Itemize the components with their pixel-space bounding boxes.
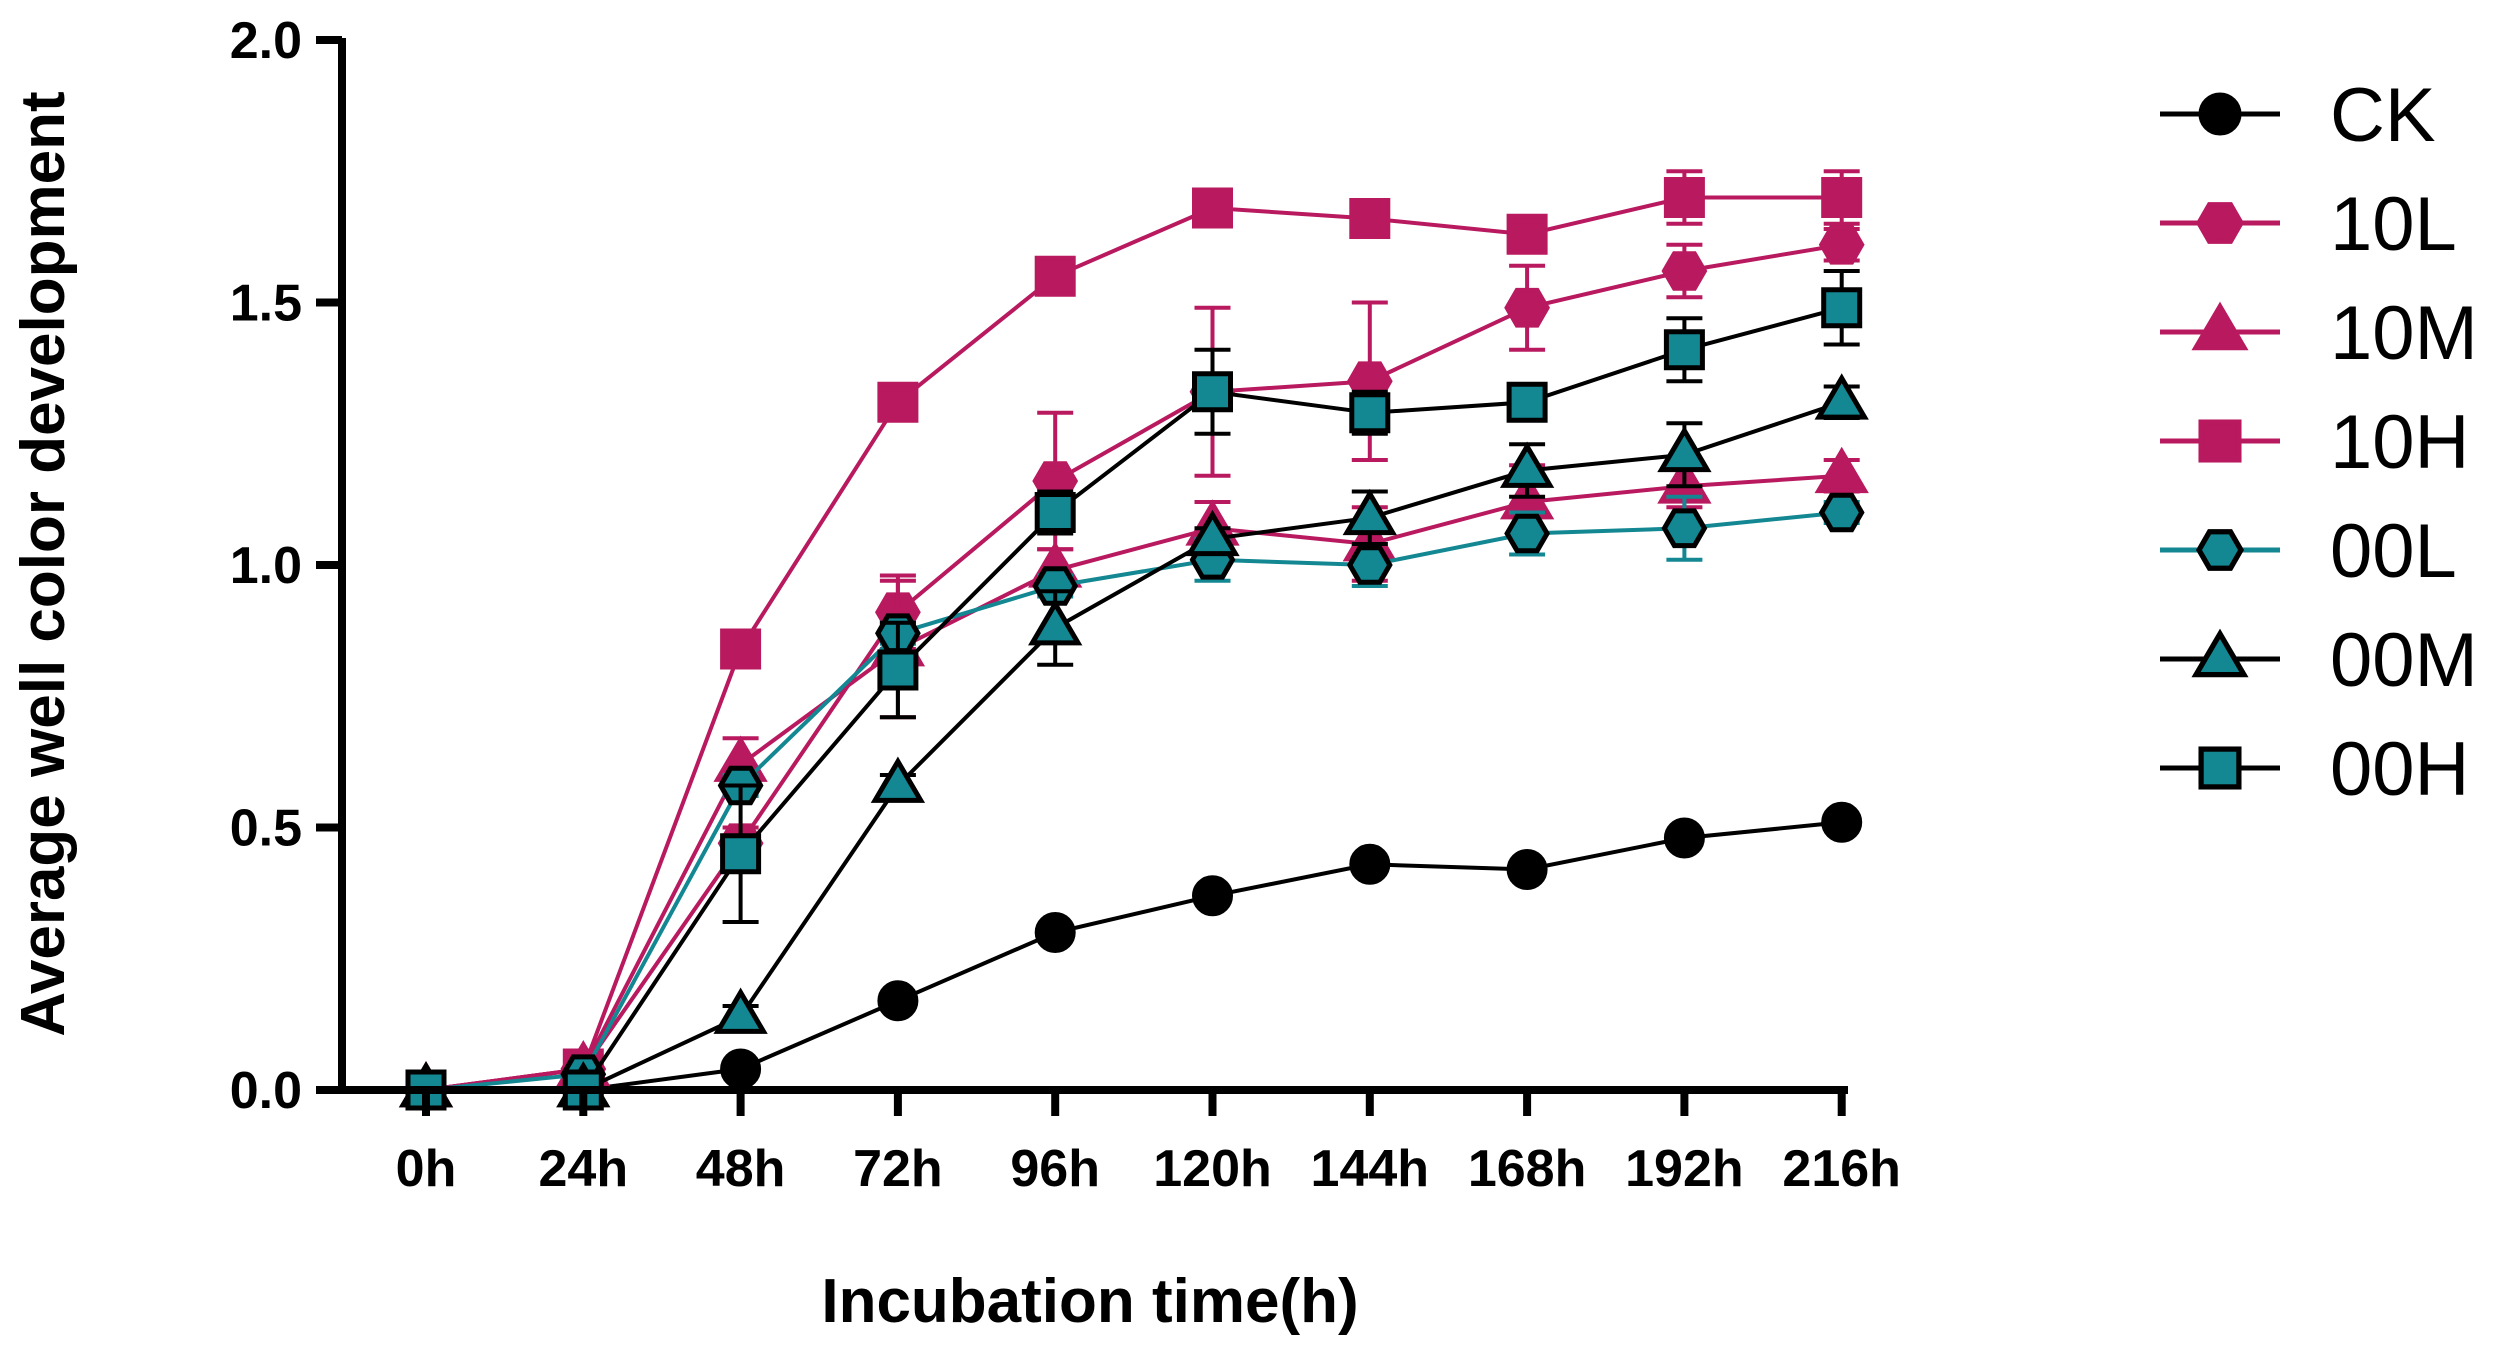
legend-item-10M: 10M: [2160, 291, 2478, 376]
data-point: [720, 1048, 762, 1090]
data-point: [1821, 287, 1863, 329]
legend-item-10H: 10H: [2160, 400, 2469, 485]
legend-label: 00L: [2330, 509, 2457, 594]
legend-item-00H: 00H: [2160, 727, 2469, 812]
x-tick-label: 168h: [1468, 1140, 1587, 1198]
legend-item-CK: CK: [2160, 73, 2436, 158]
data-point: [1349, 198, 1391, 239]
series-line: [425, 510, 1842, 1092]
data-point: [1346, 545, 1393, 585]
series-line: [426, 820, 1842, 1092]
data-point: [1506, 381, 1548, 423]
x-ticks: 0h 24h 48h 72h 96h 120h 144h 168h 192h 216h: [396, 1090, 1901, 1198]
data-point: [1818, 224, 1865, 265]
data-point: [1821, 177, 1863, 218]
x-tick-label: 216h: [1782, 1140, 1901, 1198]
y-ticks: 0.0 0.5 1.0 1.5 2.0: [230, 12, 342, 1120]
data-point: [877, 649, 919, 691]
legend-item-00M: 00M: [2160, 618, 2478, 703]
x-tick-label: 0h: [396, 1140, 457, 1198]
data-point: [720, 833, 762, 875]
legend-marker: [2198, 746, 2242, 790]
legend-label: 00H: [2330, 727, 2469, 812]
data-point: [1663, 329, 1705, 371]
data-point: [1657, 425, 1712, 473]
y-tick-label: 0.0: [230, 1062, 302, 1120]
series-line: [425, 242, 1843, 1092]
legend-label: 10L: [2330, 182, 2457, 267]
data-point: [1185, 509, 1240, 557]
data-point: [1663, 177, 1705, 218]
data-point: [1506, 213, 1548, 255]
data-point: [1034, 912, 1076, 953]
legend-label: CK: [2330, 73, 2436, 158]
y-tick-label: 1.0: [230, 537, 302, 595]
x-tick-label: 120h: [1153, 1140, 1272, 1198]
legend-item-10L: 10L: [2160, 182, 2457, 267]
series-10L: [403, 224, 1865, 1110]
y-axis-title: Average well color development: [9, 91, 78, 1036]
y-tick-label: 1.5: [230, 275, 302, 333]
legend-label: 10M: [2330, 291, 2478, 376]
legend-marker: [2195, 202, 2245, 244]
data-point: [1034, 255, 1076, 297]
legend-marker: [2198, 92, 2242, 136]
x-tick-label: 48h: [696, 1140, 786, 1198]
legend-label: 10H: [2330, 400, 2469, 485]
series-line: [425, 473, 1842, 1092]
series-line: [425, 195, 1842, 1092]
data-point: [1506, 849, 1548, 890]
data-point: [877, 980, 919, 1022]
legend-marker: [2195, 529, 2245, 571]
x-tick-label: 192h: [1625, 1140, 1744, 1198]
data-point: [1661, 251, 1708, 291]
series-line: [426, 400, 1843, 1092]
data-point: [1814, 373, 1869, 420]
legend-marker: [2191, 301, 2249, 351]
data-point: [1034, 492, 1076, 533]
x-tick-label: 144h: [1311, 1140, 1430, 1198]
x-axis-title: Incubation time(h): [821, 1267, 1358, 1336]
data-point: [1349, 392, 1391, 434]
series-CK: [405, 801, 1863, 1111]
legend-item-00L: 00L: [2160, 509, 2457, 594]
series-00H: [405, 269, 1863, 1111]
data-point: [1499, 441, 1555, 488]
data-point: [713, 987, 768, 1034]
legend-marker: [2198, 419, 2242, 463]
data-point: [1192, 371, 1233, 413]
data-point: [1192, 187, 1233, 229]
legend-label: 00M: [2330, 618, 2478, 703]
x-tick-label: 96h: [1010, 1140, 1100, 1198]
data-point: [870, 756, 926, 803]
series-10M: [398, 446, 1869, 1108]
data-point: [1032, 566, 1079, 606]
legend-marker: [2191, 628, 2249, 678]
data-point: [1342, 488, 1397, 536]
data-point: [1192, 875, 1233, 917]
data-point: [1028, 599, 1083, 646]
series-layer: [398, 169, 1869, 1111]
data-point: [1663, 817, 1705, 859]
series-00L: [403, 492, 1865, 1110]
x-tick-label: 72h: [853, 1140, 943, 1198]
data-point: [1661, 508, 1708, 549]
data-point: [720, 628, 762, 670]
series-line: [426, 305, 1843, 1092]
data-point: [1504, 513, 1550, 554]
data-point: [1818, 492, 1865, 533]
data-point: [1821, 801, 1863, 843]
y-tick-label: 0.5: [230, 800, 302, 858]
series-10H: [405, 169, 1863, 1111]
data-point: [877, 381, 919, 423]
x-tick-label: 24h: [538, 1140, 628, 1198]
data-point: [1504, 287, 1550, 328]
y-tick-label: 2.0: [230, 12, 302, 70]
legend: CK 10L 10M 10H 00L 00M 00H: [2160, 73, 2478, 812]
data-point: [1349, 843, 1391, 885]
data-point: [1814, 446, 1869, 494]
axes: [338, 38, 1848, 1094]
